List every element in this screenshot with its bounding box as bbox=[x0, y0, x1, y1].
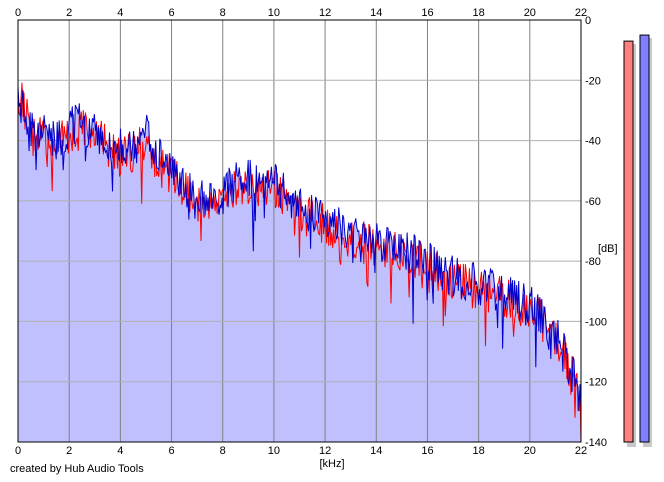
x-tick-label-top: 16 bbox=[421, 7, 433, 19]
x-tick-label-bottom: 16 bbox=[421, 445, 433, 457]
y-tick-label: -100 bbox=[585, 316, 607, 328]
x-tick-label-bottom: 18 bbox=[473, 445, 485, 457]
x-tick-label-bottom: 10 bbox=[268, 445, 280, 457]
x-tick-labels-bottom: 0 2 4 6 8 10 12 14 16 18 20 22 bbox=[15, 445, 587, 457]
y-tick-labels: 0 -20 -40 -60 -80 -100 -120 -140 bbox=[585, 15, 607, 449]
x-tick-label-bottom: 2 bbox=[66, 445, 72, 457]
y-axis-label: [dB] bbox=[598, 243, 618, 255]
x-tick-label-bottom: 12 bbox=[319, 445, 331, 457]
x-tick-label-bottom: 0 bbox=[15, 445, 21, 457]
x-tick-label-bottom: 14 bbox=[370, 445, 382, 457]
y-tick-label: 0 bbox=[585, 15, 591, 27]
x-tick-label-top: 22 bbox=[575, 7, 587, 19]
x-tick-label-top: 20 bbox=[524, 7, 536, 19]
y-tick-label: -60 bbox=[585, 196, 601, 208]
series-blue-line bbox=[17, 86, 582, 412]
x-tick-label-bottom: 8 bbox=[220, 445, 226, 457]
x-tick-label-top: 14 bbox=[370, 7, 382, 19]
y-tick-label: -140 bbox=[585, 437, 607, 449]
level-meter-bar bbox=[623, 40, 634, 443]
x-tick-label-bottom: 22 bbox=[575, 445, 587, 457]
plot-frame bbox=[17, 19, 582, 443]
x-tick-label-top: 6 bbox=[168, 7, 174, 19]
x-tick-label-top: 4 bbox=[117, 7, 123, 19]
y-tick-label: -20 bbox=[585, 75, 601, 87]
level-meter-bar bbox=[639, 34, 650, 443]
x-tick-label-bottom: 20 bbox=[524, 445, 536, 457]
y-tick-label: -120 bbox=[585, 377, 607, 389]
x-axis-label: [kHz] bbox=[319, 458, 344, 470]
y-tick-label: -80 bbox=[585, 256, 601, 268]
x-tick-label-top: 2 bbox=[66, 7, 72, 19]
x-tick-label-bottom: 6 bbox=[168, 445, 174, 457]
series-red-line bbox=[17, 82, 582, 443]
x-tick-label-top: 12 bbox=[319, 7, 331, 19]
x-tick-label-top: 18 bbox=[473, 7, 485, 19]
x-tick-label-top: 10 bbox=[268, 7, 280, 19]
x-tick-label-top: 8 bbox=[220, 7, 226, 19]
x-tick-labels-top: 0 2 4 6 8 10 12 14 16 18 20 22 bbox=[15, 7, 587, 19]
level-meters bbox=[623, 34, 652, 447]
credit-text: created by Hub Audio Tools bbox=[10, 463, 144, 475]
x-tick-label-top: 0 bbox=[15, 7, 21, 19]
x-tick-label-bottom: 4 bbox=[117, 445, 123, 457]
y-tick-label: -40 bbox=[585, 136, 601, 148]
